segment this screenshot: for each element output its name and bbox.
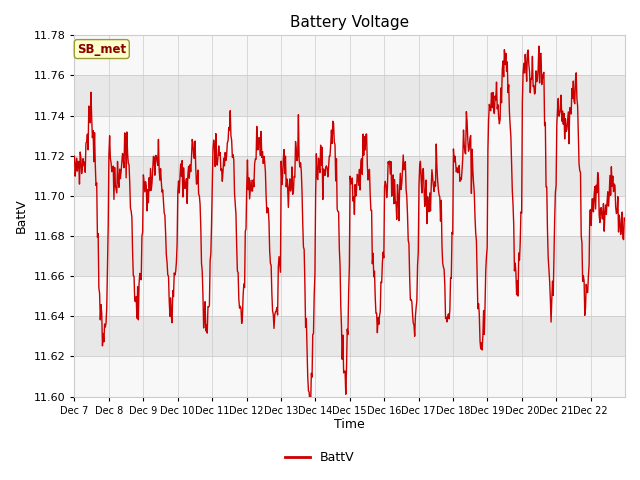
Bar (74, 276, 625, 316)
Bar (74, 196, 625, 236)
Bar (74, 316, 625, 357)
Bar (74, 116, 625, 156)
X-axis label: Time: Time (334, 419, 365, 432)
Text: SB_met: SB_met (77, 43, 126, 56)
Bar (74, 156, 625, 196)
Legend: BattV: BattV (280, 446, 360, 469)
Bar (74, 357, 625, 396)
Bar (74, 36, 625, 75)
Bar (74, 75, 625, 116)
Bar (74, 236, 625, 276)
Y-axis label: BattV: BattV (15, 199, 28, 233)
Title: Battery Voltage: Battery Voltage (290, 15, 410, 30)
